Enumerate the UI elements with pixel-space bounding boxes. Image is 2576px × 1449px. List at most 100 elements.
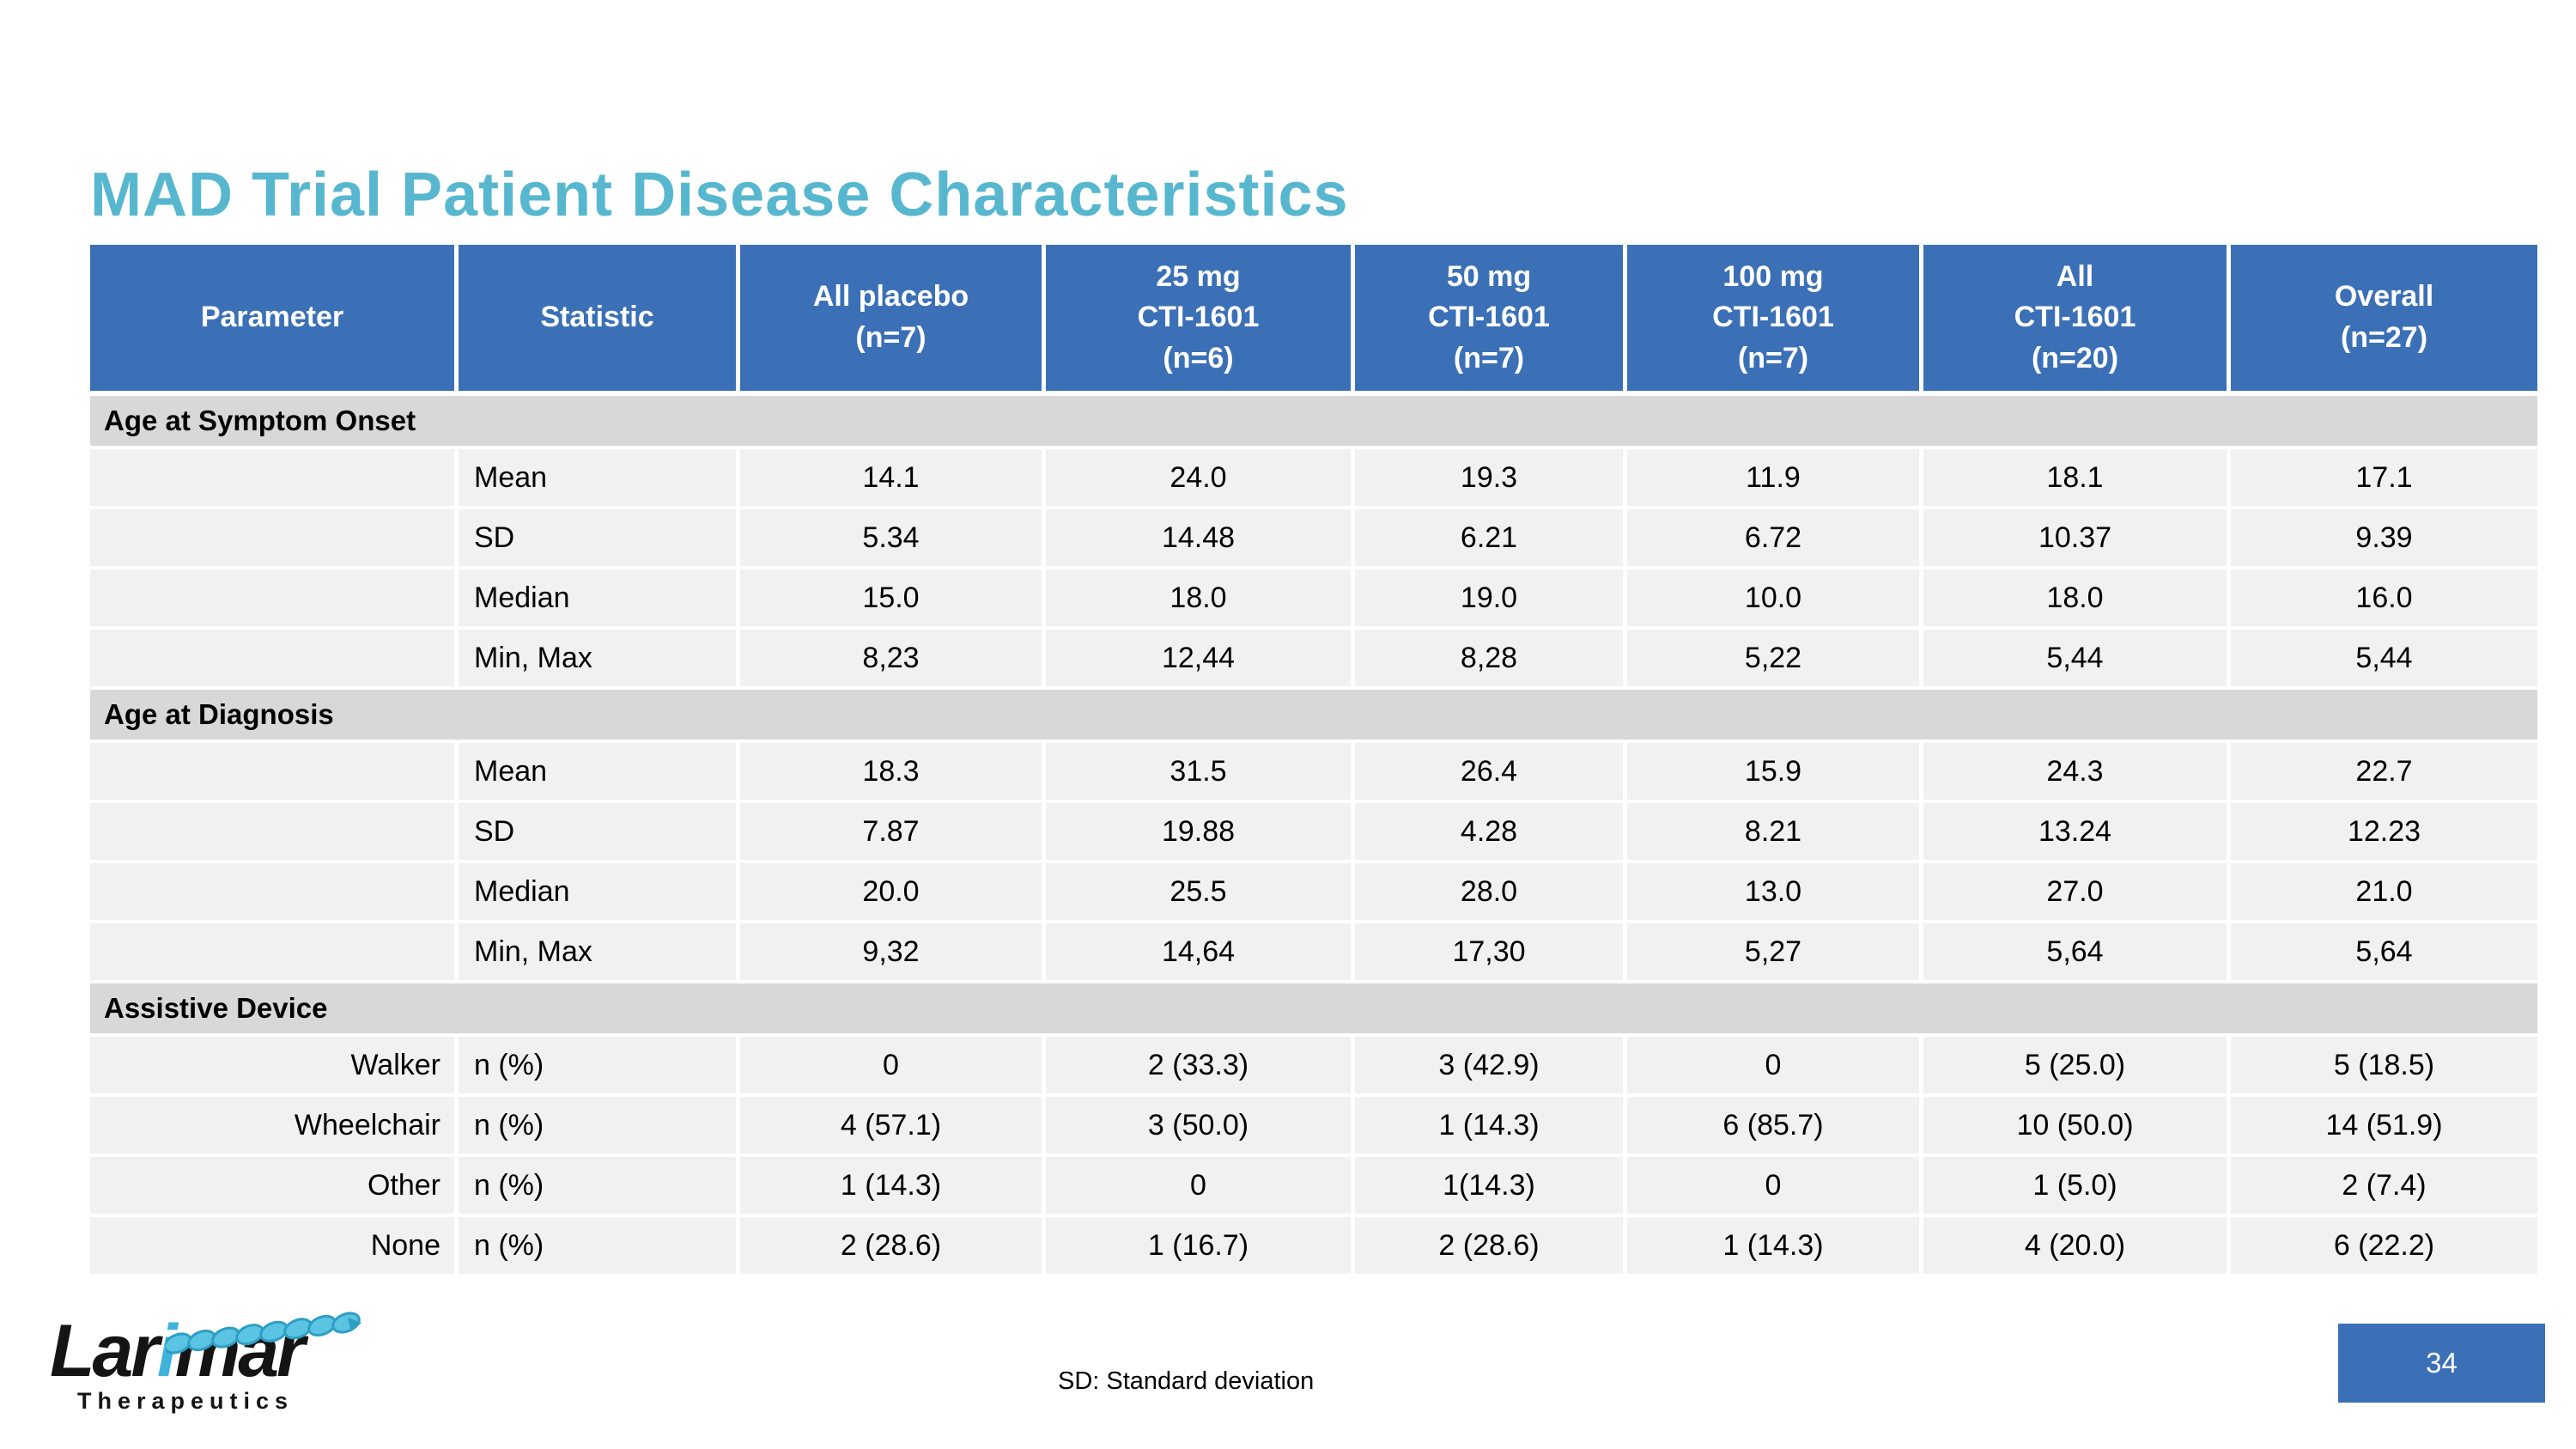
value-cell: 3 (42.9) bbox=[1355, 1037, 1627, 1097]
value-cell: 14,64 bbox=[1046, 923, 1355, 983]
statistic-cell: Min, Max bbox=[459, 923, 740, 983]
statistic-cell: n (%) bbox=[459, 1037, 740, 1097]
section-header-row: Age at Symptom Onset bbox=[90, 396, 2537, 449]
value-cell: 16.0 bbox=[2231, 569, 2537, 630]
value-cell: 4 (57.1) bbox=[740, 1097, 1046, 1157]
value-cell: 5 (25.0) bbox=[1923, 1037, 2231, 1097]
value-cell: 5,27 bbox=[1627, 923, 1923, 983]
value-cell: 12.23 bbox=[2231, 803, 2537, 863]
value-cell: 5,22 bbox=[1627, 630, 1923, 690]
statistic-cell: n (%) bbox=[459, 1217, 740, 1277]
parameter-cell bbox=[90, 630, 459, 690]
statistic-cell: n (%) bbox=[459, 1157, 740, 1217]
value-cell: 17.1 bbox=[2231, 449, 2537, 509]
value-cell: 5.34 bbox=[740, 509, 1046, 569]
value-cell: 24.3 bbox=[1923, 743, 2231, 803]
value-cell: 2 (33.3) bbox=[1046, 1037, 1355, 1097]
value-cell: 0 bbox=[740, 1037, 1046, 1097]
value-cell: 15.9 bbox=[1627, 743, 1923, 803]
parameter-cell: Other bbox=[90, 1157, 459, 1217]
value-cell: 10 (50.0) bbox=[1923, 1097, 2231, 1157]
value-cell: 1 (16.7) bbox=[1046, 1217, 1355, 1277]
value-cell: 20.0 bbox=[740, 863, 1046, 923]
column-header: 100 mg CTI-1601 (n=7) bbox=[1627, 245, 1923, 396]
section-header-row: Assistive Device bbox=[90, 983, 2537, 1037]
table-row: SD 7.87 19.88 4.28 8.21 13.24 12.23 bbox=[90, 803, 2537, 863]
column-header: Parameter bbox=[90, 245, 459, 396]
value-cell: 1 (14.3) bbox=[1627, 1217, 1923, 1277]
column-header: Overall (n=27) bbox=[2231, 245, 2537, 396]
statistic-cell: SD bbox=[459, 509, 740, 569]
value-cell: 27.0 bbox=[1923, 863, 2231, 923]
footnote: SD: Standard deviation bbox=[1058, 1367, 1315, 1395]
value-cell: 2 (7.4) bbox=[2231, 1157, 2537, 1217]
value-cell: 8.21 bbox=[1627, 803, 1923, 863]
column-header: All CTI-1601 (n=20) bbox=[1923, 245, 2231, 396]
value-cell: 2 (28.6) bbox=[740, 1217, 1046, 1277]
column-header: Statistic bbox=[459, 245, 740, 396]
statistic-cell: SD bbox=[459, 803, 740, 863]
value-cell: 3 (50.0) bbox=[1046, 1097, 1355, 1157]
section-label: Age at Symptom Onset bbox=[90, 396, 2537, 449]
value-cell: 19.88 bbox=[1046, 803, 1355, 863]
value-cell: 5,44 bbox=[2231, 630, 2537, 690]
page-number: 34 bbox=[2426, 1347, 2458, 1379]
value-cell: 18.1 bbox=[1923, 449, 2231, 509]
parameter-cell bbox=[90, 449, 459, 509]
value-cell: 18.0 bbox=[1923, 569, 2231, 630]
value-cell: 13.0 bbox=[1627, 863, 1923, 923]
value-cell: 8,28 bbox=[1355, 630, 1627, 690]
value-cell: 6 (85.7) bbox=[1627, 1097, 1923, 1157]
statistic-cell: Min, Max bbox=[459, 630, 740, 690]
characteristics-table-wrap: Parameter Statistic All placebo (n=7) 25 mg… bbox=[90, 245, 2537, 1277]
value-cell: 18.0 bbox=[1046, 569, 1355, 630]
column-header: 25 mg CTI-1601 (n=6) bbox=[1046, 245, 1355, 396]
parameter-cell: Wheelchair bbox=[90, 1097, 459, 1157]
page-title: MAD Trial Patient Disease Characteristic… bbox=[90, 161, 1349, 230]
table-row: Walker n (%) 0 2 (33.3) 3 (42.9) 0 5 (25.0) 5 (… bbox=[90, 1037, 2537, 1097]
value-cell: 6 (22.2) bbox=[2231, 1217, 2537, 1277]
value-cell: 26.4 bbox=[1355, 743, 1627, 803]
table-body: Age at Symptom Onset Mean 14.1 24.0 19.3 11.9… bbox=[90, 396, 2537, 1277]
value-cell: 8,23 bbox=[740, 630, 1046, 690]
table-row: Wheelchair n (%) 4 (57.1) 3 (50.0) 1 (14.3) 6… bbox=[90, 1097, 2537, 1157]
parameter-cell bbox=[90, 569, 459, 630]
statistic-cell: Mean bbox=[459, 449, 740, 509]
table-row: Min, Max 9,32 14,64 17,30 5,27 5,64 5,64 bbox=[90, 923, 2537, 983]
statistic-cell: n (%) bbox=[459, 1097, 740, 1157]
statistic-cell: Median bbox=[459, 569, 740, 630]
value-cell: 9.39 bbox=[2231, 509, 2537, 569]
value-cell: 1 (14.3) bbox=[1355, 1097, 1627, 1157]
value-cell: 7.87 bbox=[740, 803, 1046, 863]
value-cell: 4.28 bbox=[1355, 803, 1627, 863]
parameter-cell bbox=[90, 863, 459, 923]
table-row: Mean 18.3 31.5 26.4 15.9 24.3 22.7 bbox=[90, 743, 2537, 803]
value-cell: 11.9 bbox=[1627, 449, 1923, 509]
value-cell: 14 (51.9) bbox=[2231, 1097, 2537, 1157]
value-cell: 1(14.3) bbox=[1355, 1157, 1627, 1217]
value-cell: 24.0 bbox=[1046, 449, 1355, 509]
table-row: Median 20.0 25.5 28.0 13.0 27.0 21.0 bbox=[90, 863, 2537, 923]
value-cell: 31.5 bbox=[1046, 743, 1355, 803]
column-header: 50 mg CTI-1601 (n=7) bbox=[1355, 245, 1627, 396]
value-cell: 17,30 bbox=[1355, 923, 1627, 983]
table-row: Other n (%) 1 (14.3) 0 1(14.3) 0 1 (5.0) 2 (7.4… bbox=[90, 1157, 2537, 1217]
value-cell: 10.37 bbox=[1923, 509, 2231, 569]
value-cell: 21.0 bbox=[2231, 863, 2537, 923]
header-row: Parameter Statistic All placebo (n=7) 25 mg… bbox=[90, 245, 2537, 396]
value-cell: 5 (18.5) bbox=[2231, 1037, 2537, 1097]
value-cell: 13.24 bbox=[1923, 803, 2231, 863]
value-cell: 0 bbox=[1627, 1157, 1923, 1217]
table-header: Parameter Statistic All placebo (n=7) 25 mg… bbox=[90, 245, 2537, 396]
statistic-cell: Mean bbox=[459, 743, 740, 803]
table-row: SD 5.34 14.48 6.21 6.72 10.37 9.39 bbox=[90, 509, 2537, 569]
statistic-cell: Median bbox=[459, 863, 740, 923]
value-cell: 1 (14.3) bbox=[740, 1157, 1046, 1217]
value-cell: 6.72 bbox=[1627, 509, 1923, 569]
value-cell: 15.0 bbox=[740, 569, 1046, 630]
value-cell: 0 bbox=[1046, 1157, 1355, 1217]
value-cell: 5,64 bbox=[2231, 923, 2537, 983]
value-cell: 5,64 bbox=[1923, 923, 2231, 983]
table-row: Median 15.0 18.0 19.0 10.0 18.0 16.0 bbox=[90, 569, 2537, 630]
